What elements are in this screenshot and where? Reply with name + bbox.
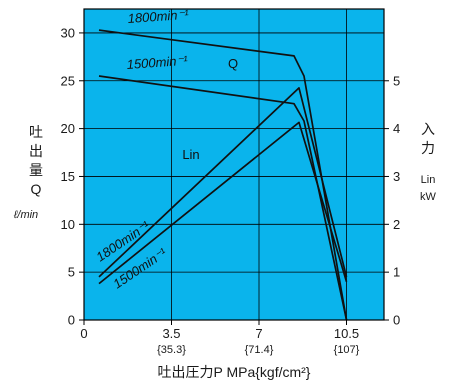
series-group [98, 29, 348, 321]
series-line-q [98, 75, 348, 321]
y-right-sub: kW [420, 191, 437, 203]
x-tick-label: 0 [80, 326, 87, 341]
x-tick-sublabel: {107} [334, 344, 360, 356]
y-left-tick-label: 0 [68, 313, 75, 328]
y-right-tick-label: 2 [393, 217, 400, 232]
y-left-title-char: 吐 [29, 124, 43, 140]
y-right-tick-label: 5 [393, 73, 400, 88]
y-right-title: 入 力 Lin kW [420, 121, 437, 203]
x-tick-label: 7 [255, 326, 262, 341]
y-right-sub: Lin [421, 174, 436, 186]
y-left-ticks: 0 5 10 15 20 25 30 [61, 25, 84, 328]
y-left-tick-label: 15 [61, 169, 75, 184]
y-left-tick-label: 5 [68, 265, 75, 280]
y-left-tick-label: 20 [61, 121, 75, 136]
y-right-tick-label: 3 [393, 169, 400, 184]
x-axis-title: 吐出圧力P MPa{kgf/cm²} [157, 364, 310, 380]
x-tick-label: 10.5 [334, 326, 359, 341]
plot-area [84, 9, 384, 320]
y-left-title: 吐 出 量 Q ℓ/min [13, 124, 43, 221]
y-left-tick-label: 10 [61, 217, 75, 232]
x-tick-sublabel: {71.4} [245, 344, 274, 356]
y-right-title-char: 入 [421, 121, 435, 137]
y-right-tick-label: 1 [393, 265, 400, 280]
annotation-lin: Lin [182, 147, 199, 162]
y-left-unit: ℓ/min [13, 209, 38, 221]
annotation-q-1800: 1800min⁻¹ [127, 7, 190, 26]
y-right-ticks: 0 1 2 3 4 5 [384, 73, 400, 328]
y-left-title-char: 量 [29, 162, 43, 178]
y-left-tick-label: 25 [61, 73, 75, 88]
x-tick-sublabel: {35.3} [157, 344, 186, 356]
plot-frame [83, 8, 385, 321]
x-tick-label: 3.5 [162, 326, 180, 341]
y-left-tick-label: 30 [61, 25, 75, 40]
series-line-q [98, 29, 348, 321]
x-ticks: 0 3.5 {35.3} 7 {71.4} 10.5 {107} [80, 320, 360, 356]
y-right-tick-label: 4 [393, 121, 400, 136]
y-right-tick-label: 0 [393, 313, 400, 328]
annotation-q: Q [228, 56, 238, 71]
annotation-q-1500: 1500min⁻¹ [126, 53, 189, 72]
series-line-lin [98, 121, 348, 285]
series-line-lin [98, 87, 348, 278]
y-right-title-char: 力 [421, 140, 435, 156]
y-left-title-char: Q [31, 181, 42, 197]
y-left-title-char: 出 [29, 143, 43, 159]
